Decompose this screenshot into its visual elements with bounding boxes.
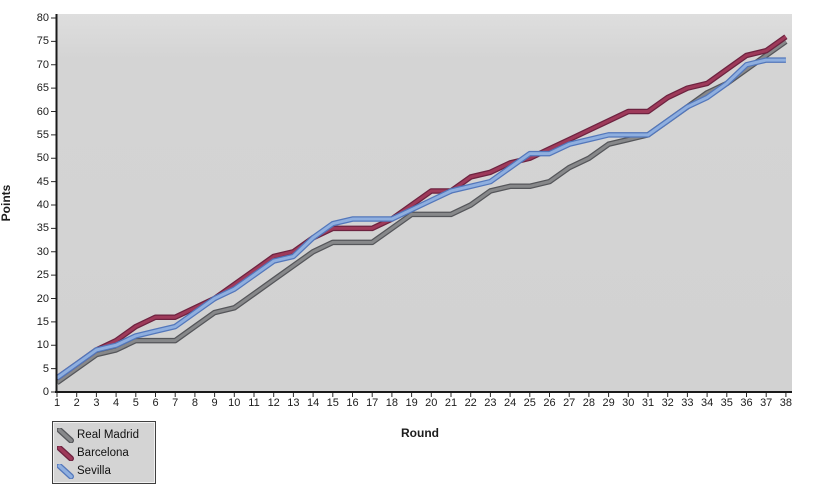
legend-label: Real Madrid (77, 429, 139, 441)
legend-item-real-madrid: Real Madrid (57, 426, 151, 444)
legend-label: Barcelona (77, 447, 129, 459)
x-tick-label: 16 (346, 397, 359, 409)
x-tick-label: 20 (425, 397, 438, 409)
x-tick-label: 5 (132, 397, 139, 409)
y-tick-label: 60 (36, 105, 49, 118)
x-tick-label: 26 (543, 397, 556, 409)
y-tick-label: 65 (36, 82, 49, 95)
x-tick-label: 17 (366, 397, 379, 409)
y-tick-label: 20 (36, 292, 49, 305)
axis-ticks (51, 17, 787, 397)
y-axis-title: Points (0, 184, 13, 222)
x-tick-label: 19 (405, 397, 418, 409)
x-tick-label: 7 (172, 397, 179, 409)
x-tick-label: 10 (228, 397, 241, 409)
legend-item-sevilla: Sevilla (57, 462, 151, 480)
x-tick-label: 18 (385, 397, 399, 409)
x-axis-title: Round (401, 426, 439, 440)
x-tick-label: 30 (622, 397, 635, 409)
legend-line-swatch-barcelona (57, 445, 74, 461)
x-tick-label: 24 (503, 397, 517, 409)
y-tick-label: 45 (36, 175, 49, 188)
x-tick-label: 31 (641, 397, 655, 409)
x-tick-label: 27 (563, 397, 576, 409)
legend-line-swatch-sevilla (57, 463, 74, 479)
series-lines (55, 34, 788, 385)
legend: Real Madrid Barcelona Sevilla (52, 421, 156, 484)
x-tick-label: 2 (73, 397, 80, 409)
y-tick-label: 70 (36, 58, 49, 71)
x-tick-label: 13 (287, 397, 300, 409)
x-tick-label: 12 (267, 397, 280, 409)
x-tick-label: 21 (444, 397, 458, 409)
x-tick-label: 3 (93, 397, 100, 409)
y-tick-label: 5 (42, 362, 49, 375)
series-line-barcelona (56, 35, 787, 380)
x-tick-label: 1 (53, 397, 61, 409)
y-tick-label: 80 (36, 12, 49, 24)
x-tick-label: 37 (760, 397, 773, 409)
x-tick-label: 33 (681, 397, 694, 409)
legend-line-swatch-real-madrid (57, 427, 74, 443)
x-tick-label: 14 (306, 397, 320, 409)
x-tick-label: 29 (602, 397, 615, 409)
x-tick-label: 25 (523, 397, 536, 409)
x-tick-label: 15 (326, 397, 339, 409)
y-tick-label: 25 (36, 269, 49, 282)
series-line-sevilla (56, 58, 786, 380)
y-tick-label: 30 (36, 245, 49, 258)
x-tick-label: 4 (113, 397, 120, 409)
x-tick-label: 11 (248, 397, 260, 409)
y-tick-label: 15 (36, 315, 49, 328)
x-tick-label: 36 (740, 397, 753, 409)
y-tick-label: 40 (36, 199, 49, 211)
x-tick-label: 6 (152, 397, 159, 409)
y-tick-label: 10 (36, 339, 49, 352)
x-tick-label: 23 (484, 397, 497, 409)
legend-item-barcelona: Barcelona (57, 444, 151, 462)
x-tick-label: 34 (700, 397, 714, 409)
y-tick-label: 0 (42, 386, 49, 398)
y-tick-label: 55 (36, 128, 49, 141)
x-tick-label: 35 (720, 397, 733, 409)
legend-label: Sevilla (77, 465, 111, 477)
y-tick-label: 35 (36, 222, 49, 235)
x-tick-label: 9 (211, 397, 218, 409)
y-tick-label: 50 (36, 152, 49, 165)
x-tick-label: 22 (464, 397, 477, 409)
y-tick-label: 75 (36, 35, 49, 48)
x-tick-label: 28 (582, 397, 596, 409)
x-tick-label: 32 (661, 397, 674, 409)
x-tick-label: 8 (191, 397, 198, 409)
x-tick-label: 38 (779, 397, 793, 409)
